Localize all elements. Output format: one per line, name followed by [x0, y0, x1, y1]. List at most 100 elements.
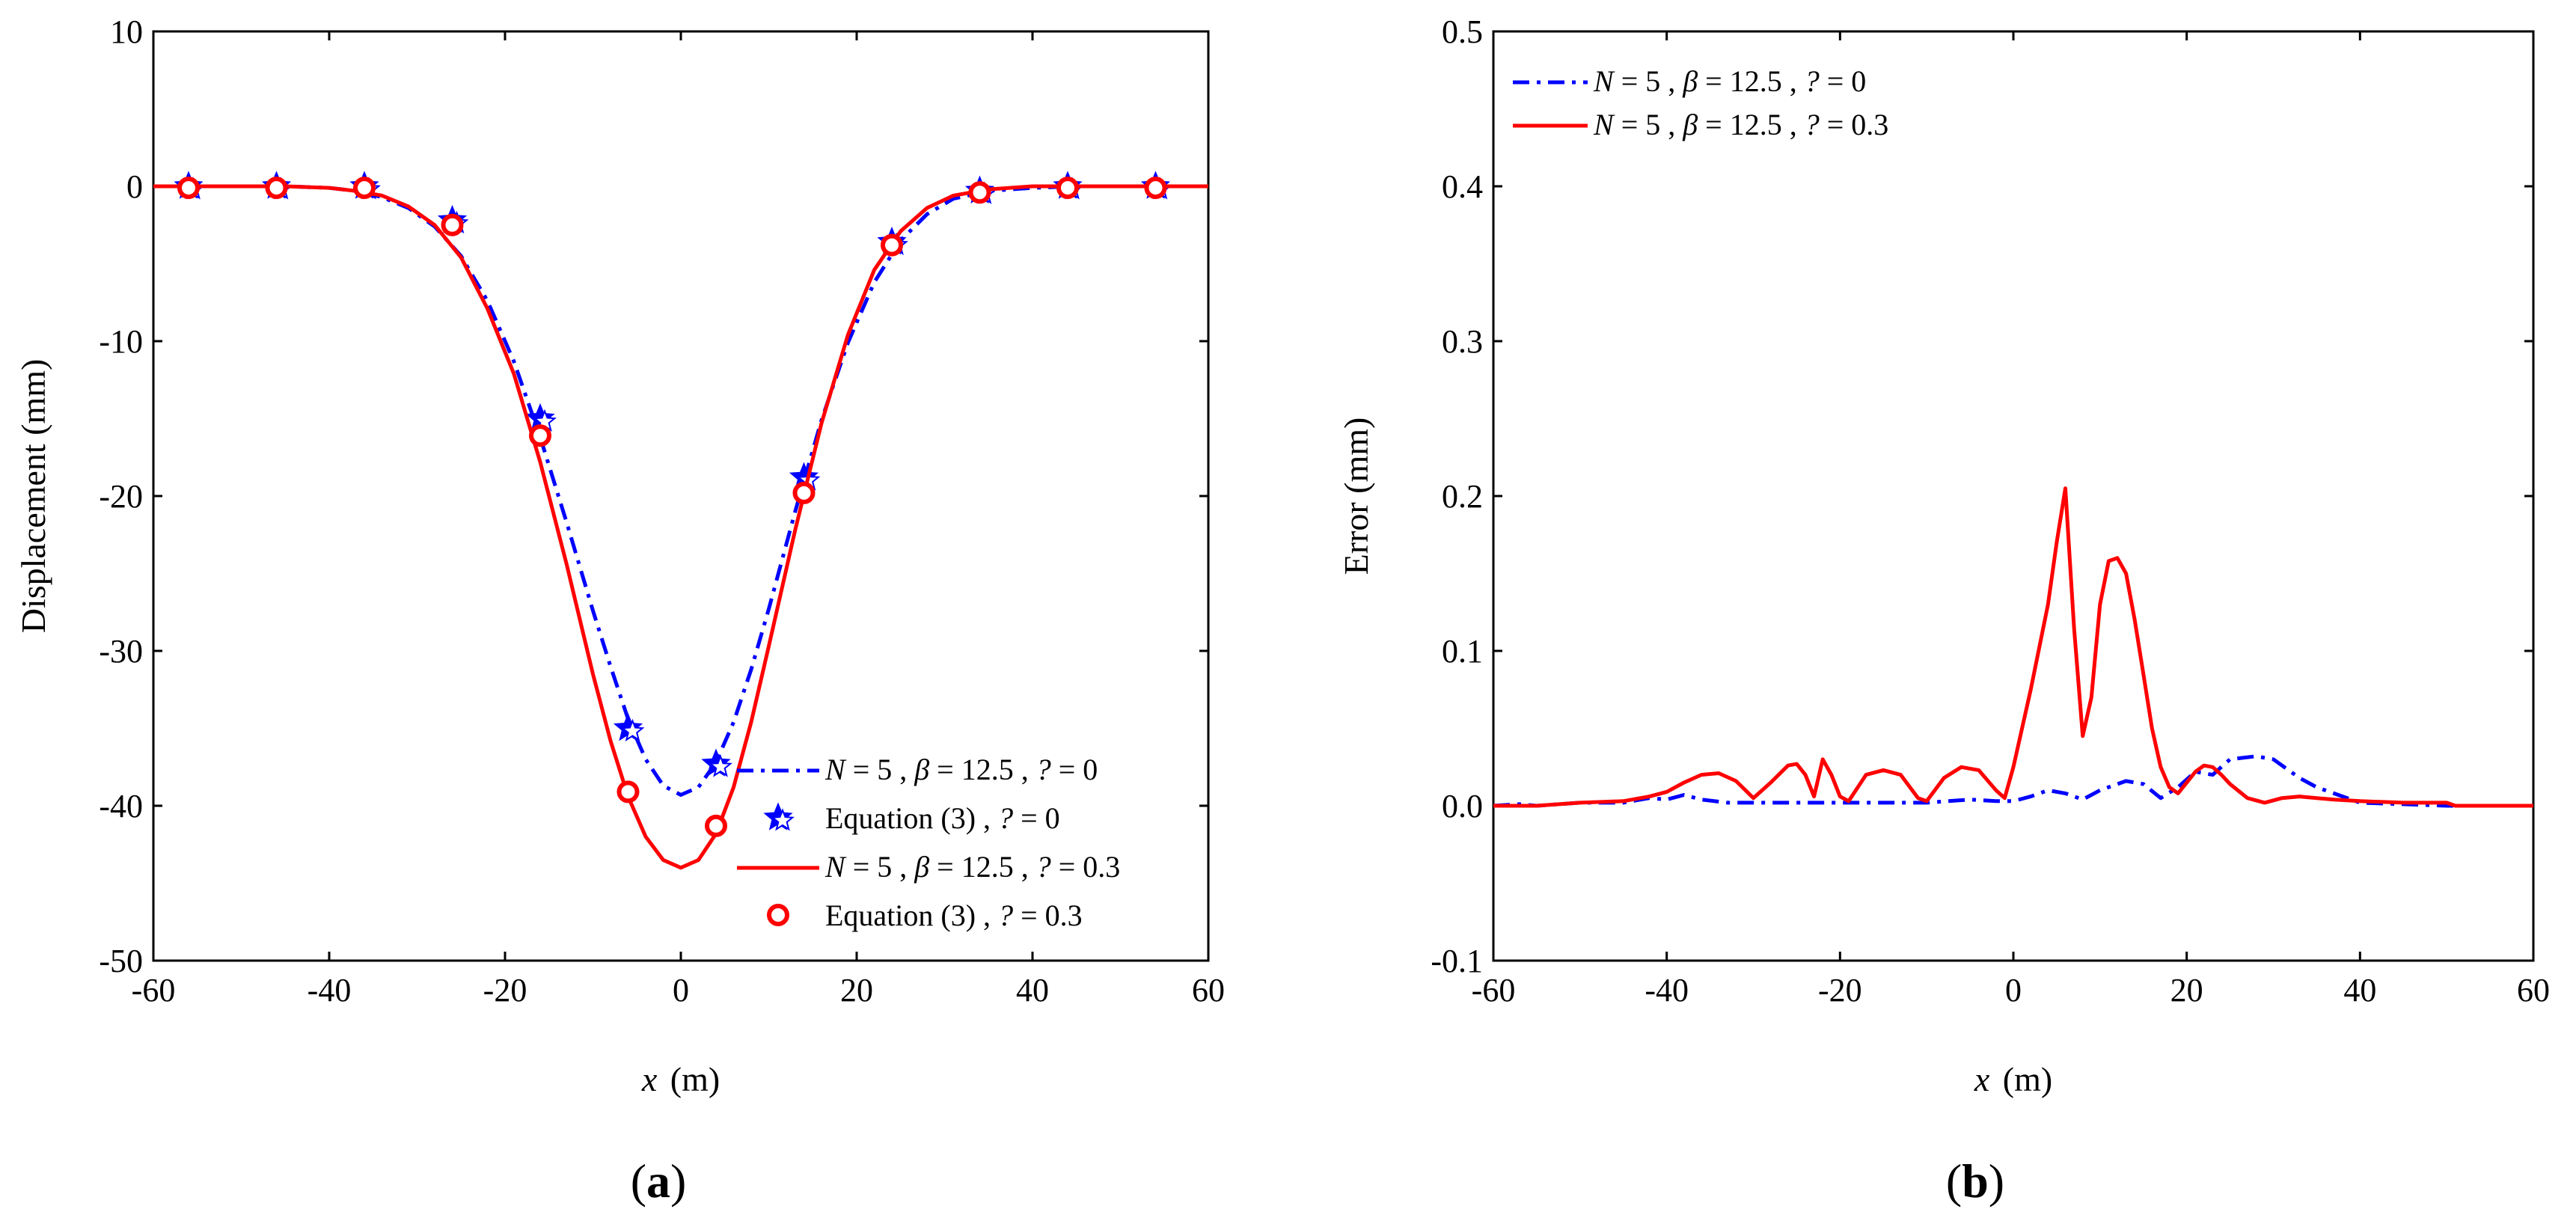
panel-b-legend-item-0-label: N = 5 , β = 12.5 , ? = 0 [1593, 64, 1866, 98]
panel-a-xtick-label: -60 [132, 972, 176, 1009]
panel-a-series-3-marker [705, 814, 727, 837]
panel-a-legend-item-2-label-part-0: N [824, 850, 847, 884]
panel-a-series-3-marker [617, 780, 640, 804]
panel-a-legend-item-1-swatch-outline [771, 808, 795, 831]
panel-a-series-1-marker-outline [709, 754, 732, 777]
panel-b-xtick-label: 60 [2517, 972, 2550, 1009]
panel-a-legend-item-2-label-part-3: = 12.5 , [929, 850, 1036, 884]
panel-a-legend-item-0-label-part-5: = 0 [1051, 753, 1098, 786]
panel-a-legend-item-2-label-part-1: = 5 , [845, 850, 915, 884]
panel-a-ticks: -60 -40 -20 0 20 40 60 10 0 -10 -20 -30 -40 -50 [99, 13, 1225, 1009]
panel-b-legend-item-1-label-part-5: = 0.3 [1820, 108, 1889, 141]
panel-a-series-3-marker [265, 177, 288, 200]
panel-a-series-3-marker [968, 181, 991, 204]
panel-a-chart: -60 -40 -20 0 20 40 60 10 0 -10 -20 -30 -40 -50 N = 5… [14, 13, 1225, 1208]
panel-b-chart: -60 -40 -20 0 20 40 60 0.5 0.4 0.3 0.2 0.1 0.0 -0.1 N… [1337, 13, 2550, 1208]
panel-b-legend-item-0-label-part-4: ? [1805, 64, 1820, 98]
panel-a-series-3-marker [529, 424, 551, 447]
panel-a-legend-item-0-label-part-4: ? [1036, 753, 1051, 786]
panel-a-xtick-label: 40 [1016, 972, 1049, 1009]
panel-a-series-3-marker [1144, 177, 1167, 200]
panel-b-plot-frame [1492, 30, 2535, 962]
panel-a-series-2-line [153, 184, 1208, 870]
panel-a-legend-item-3-label-part-3: = 0.3 [1013, 899, 1083, 932]
panel-a-xlabel: x (m) [641, 1060, 720, 1098]
panel-b-ticks: -60 -40 -20 0 20 40 60 0.5 0.4 0.3 0.2 0.1 0.0 -0.1 [1431, 13, 2550, 1009]
panel-a-legend-item-0-label: N = 5 , β = 12.5 , ? = 0 [824, 753, 1098, 786]
panel-a-legend-item-1-label: Equation (3) , ? = 0 [825, 801, 1060, 835]
panel-b-xlabel: x (m) [1974, 1060, 2052, 1098]
panel-b-legend-item-1-label-part-4: ? [1805, 108, 1820, 141]
panel-b-series-1-line [1493, 486, 2533, 808]
panel-b-legend-item-1-label-part-2: β [1682, 108, 1698, 141]
panel-a-ytick-label: -10 [99, 323, 143, 360]
panel-a-letter: a [646, 1154, 670, 1208]
panel-a-legend-item-2-label-part-2: β [914, 850, 929, 884]
panel-a-ytick-label: 0 [126, 168, 143, 205]
panel-a-ytick-label: -50 [99, 943, 143, 979]
panel-a-xtick-label: 20 [840, 972, 873, 1009]
panel-a-series-1-marker-outline [620, 718, 645, 742]
panel-a-data [153, 171, 1208, 870]
panel-b-legend-item-0-label-part-3: = 12.5 , [1698, 64, 1805, 98]
panel-a-legend-item-2-label: N = 5 , β = 12.5 , ? = 0.3 [824, 850, 1120, 884]
panel-a-xtick-label: 60 [1192, 972, 1225, 1009]
panel-b-ytick-label: 0.1 [1442, 633, 1483, 670]
panel-a-legend-item-3-label: Equation (3) , ? = 0.3 [825, 899, 1083, 932]
panel-b-xtick-label: -40 [1645, 972, 1689, 1009]
panel-b-legend-item-0-label-part-2: β [1682, 64, 1698, 98]
panel-a-series-3-marker [177, 177, 200, 200]
panel-b-ytick-label: 0.0 [1442, 788, 1483, 824]
panel-b-legend-item-1-label-part-1: = 5 , [1614, 108, 1683, 141]
panel-b-legend-item-1-label: N = 5 , β = 12.5 , ? = 0.3 [1593, 108, 1888, 141]
panel-a-legend-item-1-label-part-2: ? [998, 801, 1013, 835]
panel-a-xtick-label: -40 [308, 972, 352, 1009]
panel-b-ytick-label: 0.5 [1442, 13, 1483, 50]
panel-a-ytick-label: 10 [110, 13, 143, 50]
panel-b-data [1493, 486, 2533, 808]
panel-b-ytick-label: 0.2 [1442, 478, 1483, 515]
panel-a-ytick-label: -20 [99, 478, 143, 515]
panel-a-legend-item-2-label-part-4: ? [1036, 850, 1051, 884]
panel-b-xtick-label: -60 [1472, 972, 1516, 1009]
panel-b-letter: b [1962, 1154, 1989, 1208]
panel-b-ytick-label: -0.1 [1431, 943, 1483, 979]
panel-a-legend-item-3-label-part-2: ? [998, 899, 1013, 932]
panel-a-legend-item-3-swatch [767, 904, 789, 926]
panel-b-ylabel: Error (mm) [1337, 417, 1375, 575]
panel-a-series-3-marker [792, 481, 816, 504]
panel-a-legend-item-0-label-part-3: = 12.5 , [929, 753, 1036, 786]
panel-a-legend-item-1-label-part-1: Equation (3) , [825, 801, 998, 835]
panel-a-series-3-marker [353, 177, 376, 200]
panel-a-ylabel: Displacement (mm) [14, 359, 52, 634]
panel-b-xtick-label: 0 [2005, 972, 2022, 1009]
panel-a-ytick-label: -30 [99, 633, 143, 670]
panel-b-legend-item-1-label-part-0: N [1593, 108, 1615, 141]
panel-a-legend-item-3-label-part-1: Equation (3) , [825, 899, 998, 932]
panel-a-xtick-label: 0 [673, 972, 689, 1009]
panel-b-legend-item-1-label-part-3: = 12.5 , [1698, 108, 1805, 141]
panel-b-label: (b) [1946, 1154, 2004, 1208]
panel-a-series-0-line [153, 184, 1208, 797]
panel-b-xtick-label: 20 [2170, 972, 2203, 1009]
panel-b-legend-item-0-label-part-5: = 0 [1820, 64, 1867, 98]
panel-a-series-3-marker [441, 213, 464, 236]
panel-a-legend-item-1-label-part-3: = 0 [1013, 801, 1060, 835]
panel-a-xtick-label: -20 [483, 972, 527, 1009]
panel-b-xtick-label: 40 [2343, 972, 2376, 1009]
panel-a-ytick-label: -40 [99, 788, 143, 824]
panel-b-ytick-label: 0.3 [1442, 323, 1483, 360]
panel-b-legend: N = 5 , β = 12.5 , ? = 0N = 5 , β = 12.5… [1513, 64, 1888, 141]
panel-a-legend-item-0-label-part-0: N [824, 753, 847, 786]
panel-a-legend-item-0-label-part-2: β [914, 753, 929, 786]
panel-a-series-3-marker [1056, 177, 1079, 200]
panel-b-xtick-label: -20 [1818, 972, 1862, 1009]
panel-a-label: (a) [631, 1154, 687, 1208]
panel-b-series-0-line [1493, 754, 2533, 808]
panel-b-legend-item-0-label-part-1: = 5 , [1614, 64, 1683, 98]
panel-a-series-3-marker [881, 233, 903, 257]
panel-b-ytick-label: 0.4 [1442, 168, 1483, 205]
panel-b-legend-item-0-label-part-0: N [1593, 64, 1615, 98]
